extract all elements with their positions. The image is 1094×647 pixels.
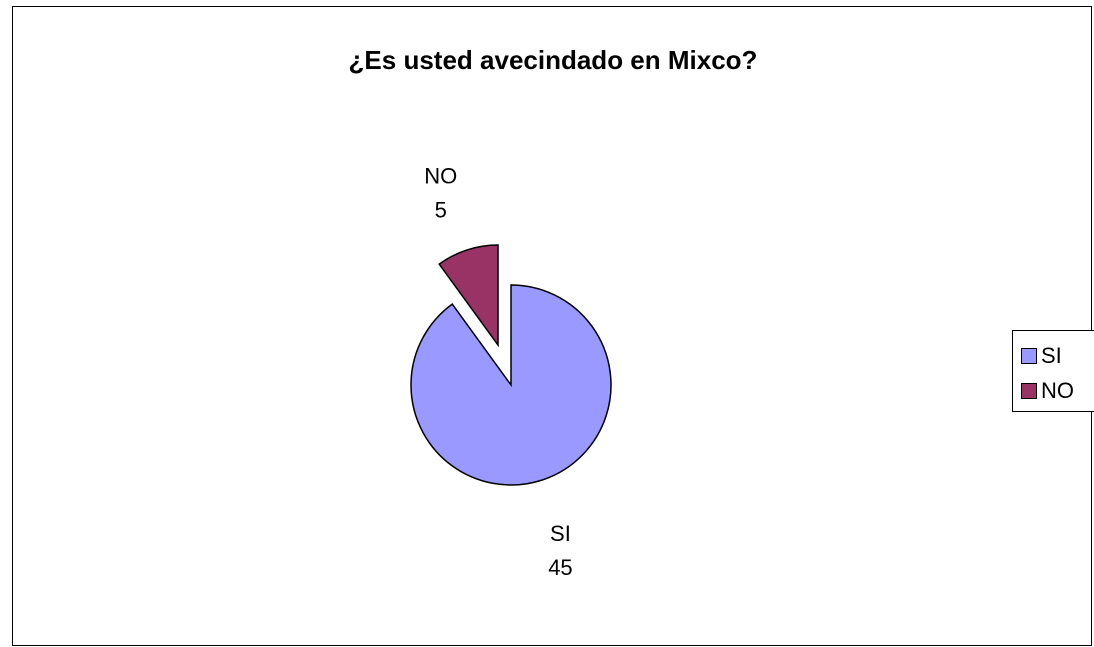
data-label-value-no: 5 — [435, 198, 447, 223]
pie-slice-no — [438, 244, 499, 348]
legend-label-si: SI — [1041, 343, 1062, 368]
data-label-category-no: NO — [424, 164, 457, 189]
legend-swatch-no — [1021, 383, 1037, 399]
legend-item-si: SI — [1021, 341, 1062, 371]
legend: SI NO — [1012, 330, 1094, 412]
legend-item-no: NO — [1021, 376, 1074, 406]
data-label-category-si: SI — [550, 521, 571, 546]
chart-title: ¿Es usted avecindado en Mixco? — [348, 45, 758, 75]
legend-label-no: NO — [1041, 378, 1074, 403]
pie-plot: SI 45 NO 5 — [410, 164, 612, 580]
chart-area: ¿Es usted avecindado en Mixco? SI 45 NO 5 S… — [12, 6, 1094, 646]
data-label-value-si: 45 — [548, 555, 572, 580]
legend-swatch-si — [1021, 348, 1037, 364]
pie-slice-si — [410, 284, 612, 486]
